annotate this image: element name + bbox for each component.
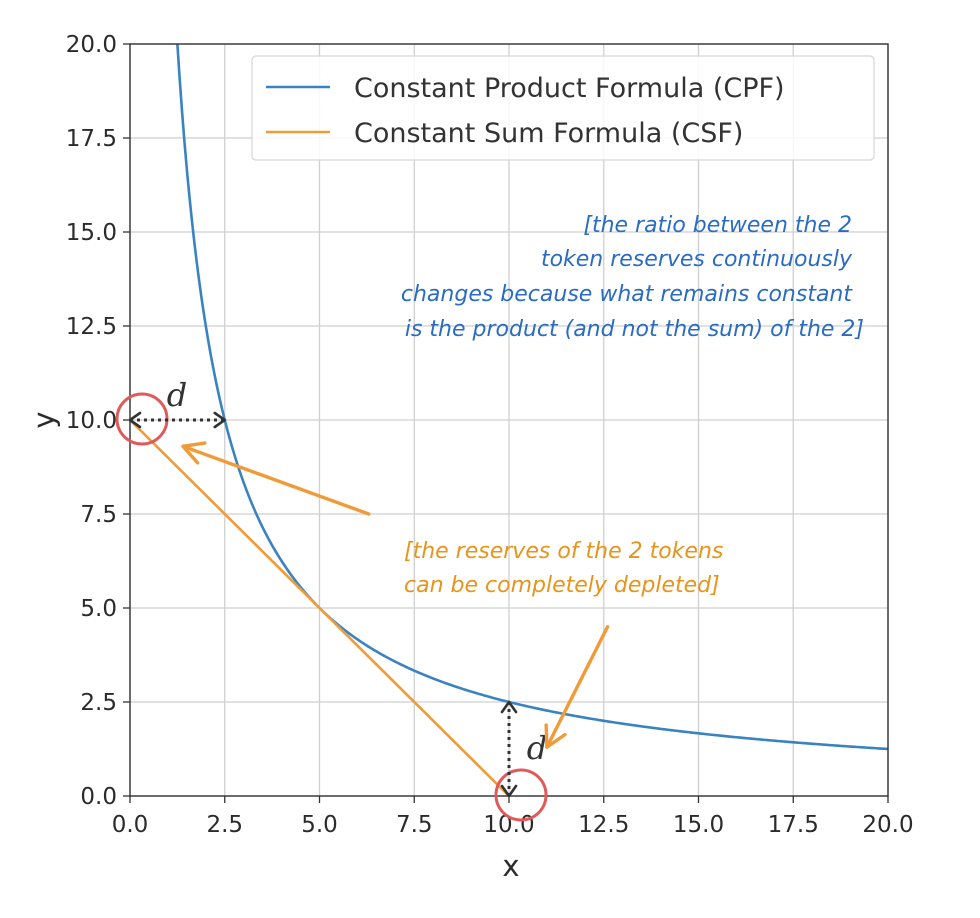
- orange-note-line-1: [the reserves of the 2 tokens: [404, 539, 723, 564]
- x-tick-label: 17.5: [768, 812, 819, 838]
- series-line-csf: [129, 419, 510, 797]
- pointer-arrow-head: [544, 723, 567, 749]
- x-tick-label: 12.5: [578, 812, 629, 838]
- blue-note-line-3: changes because what remains constant: [401, 282, 853, 307]
- x-tick-label: 2.5: [206, 812, 243, 838]
- series-line-cpf: [176, 43, 889, 751]
- x-tick-label: 7.5: [396, 812, 433, 838]
- ticks: 0.0 2.5 5.0 7.5 10.0 12.5 15.0 17.5 20.0 0.0 2.5 5.…: [66, 32, 914, 838]
- y-tick-label: 5.0: [80, 596, 117, 622]
- y-tick-label: 10.0: [66, 408, 117, 434]
- pointer-arrow-head: [181, 441, 207, 465]
- x-tick-label: 5.0: [301, 812, 338, 838]
- y-axis-label: y: [27, 411, 61, 428]
- y-tick-label: 0.0: [80, 784, 117, 810]
- d-label-vertical: d: [527, 729, 547, 767]
- legend-label-cpf: Constant Product Formula (CPF): [354, 73, 785, 104]
- legend: Constant Product Formula (CPF) Constant …: [251, 55, 875, 161]
- pointer-arrow: [545, 625, 610, 749]
- blue-note-line-1: [the ratio between the 2: [583, 213, 852, 238]
- y-tick-label: 20.0: [66, 32, 117, 58]
- d-label-horizontal: d: [167, 376, 187, 414]
- pointer-arrow: [181, 444, 371, 516]
- blue-note-line-4: is the product (and not the sum) of the …: [405, 317, 864, 342]
- legend-box: [251, 55, 875, 161]
- x-tick-label: 15.0: [673, 812, 724, 838]
- gap-arrow-head: [128, 411, 142, 429]
- series-layer: [129, 43, 889, 797]
- y-tick-label: 12.5: [66, 314, 117, 340]
- legend-label-csf: Constant Sum Formula (CSF): [354, 118, 743, 149]
- y-tick-label: 7.5: [80, 502, 117, 528]
- y-tick-label: 17.5: [66, 126, 117, 152]
- x-tick-label: 20.0: [862, 812, 913, 838]
- annotations: [the ratio between the 2 token reserves …: [115, 213, 864, 822]
- x-tick-label: 0.0: [112, 812, 149, 838]
- gap-arrow-head: [500, 784, 518, 798]
- x-axis-label: x: [502, 849, 519, 883]
- gap-arrow-head: [213, 411, 227, 429]
- orange-note-line-2: can be completely depleted]: [404, 573, 720, 598]
- y-tick-label: 2.5: [80, 690, 117, 716]
- highlight-circle: [494, 768, 548, 822]
- gap-arrow-head: [500, 700, 518, 714]
- y-tick-label: 15.0: [66, 220, 117, 246]
- blue-note-line-2: token reserves continuously: [541, 247, 853, 272]
